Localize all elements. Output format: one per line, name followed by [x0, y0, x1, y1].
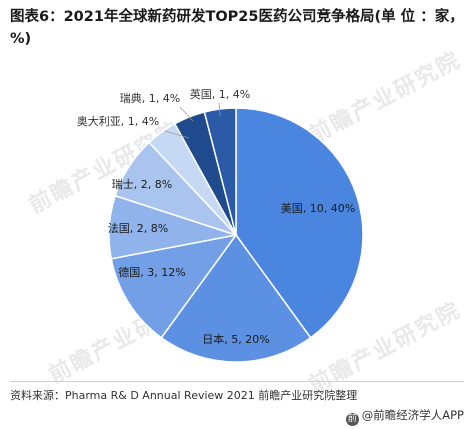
slice-e697a5e69cac [160, 233, 312, 363]
data-label: 美国, 10, 40% [281, 202, 355, 215]
data-label: 瑞士, 2, 8% [112, 177, 172, 191]
slice-e7be8ee59bbd [235, 107, 364, 339]
leader-line [218, 102, 221, 117]
data-label: 法国, 2, 8% [108, 221, 168, 235]
chart-title: 图表6：2021年全球新药研发TOP25医药公司竞争格局(单 位 ：家，%) [10, 9, 464, 47]
divider [10, 381, 464, 382]
data-label: 日本, 5, 20% [202, 332, 269, 346]
brand-credit: 前 @前瞻经济学人APP [345, 407, 464, 426]
data-label: 德国, 3, 12% [118, 265, 185, 279]
brand-logo-icon: 前 [345, 413, 359, 426]
leader-line [164, 130, 190, 139]
leader-line [179, 106, 194, 122]
data-label: 英国, 1, 4% [190, 87, 250, 101]
slice-e5beb7e59bbd [110, 233, 238, 339]
pie-chart: 美国, 10, 40% 日本, 5, 20% 德国, 3, 12% 法国, 2, 8%… [77, 87, 364, 363]
data-label: 奥大利亚, 1, 4% [77, 114, 159, 128]
data-label: 瑞典, 1, 4% [120, 91, 180, 105]
source-note: 资料来源：Pharma R& D Annual Review 2021 前瞻产业… [10, 389, 358, 402]
slice-e88bb1e59bbd [203, 107, 237, 236]
brand-label: @前瞻经济学人APP [361, 408, 464, 422]
